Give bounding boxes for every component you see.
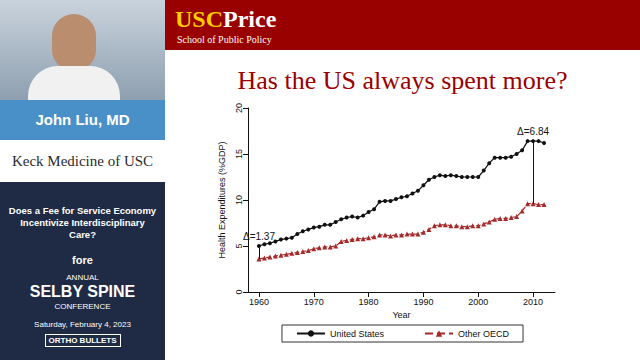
- html-text:ANNUAL: ANNUAL: [66, 273, 99, 282]
- svg-text:Has the US always spent more?: Has the US always spent more?: [238, 66, 568, 95]
- html-text:USC Price: USC Price: [175, 6, 277, 32]
- html-text:CONFERENCE: CONFERENCE: [54, 302, 111, 311]
- svg-text:Year: Year: [392, 310, 410, 320]
- html-text:School of Public Policy: School of Public Policy: [177, 34, 272, 45]
- svg-text:15: 15: [234, 149, 244, 159]
- svg-text:1990: 1990: [413, 297, 433, 307]
- svg-text:Other OECD: Other OECD: [458, 329, 510, 339]
- svg-text:0: 0: [234, 289, 244, 294]
- svg-text:Δ=1.37: Δ=1.37: [243, 231, 275, 242]
- svg-text:Δ=6.84: Δ=6.84: [517, 126, 549, 137]
- svg-text:1980: 1980: [359, 297, 379, 307]
- html-text:ORTHO BULLETS: ORTHO BULLETS: [48, 336, 117, 345]
- svg-text:1960: 1960: [249, 297, 269, 307]
- html-text:John Liu, MD: John Liu, MD: [35, 111, 130, 128]
- svg-text:2000: 2000: [468, 297, 488, 307]
- html-text:SELBY SPINE: SELBY SPINE: [29, 283, 136, 300]
- svg-text:20: 20: [234, 103, 244, 113]
- svg-text:10: 10: [234, 195, 244, 205]
- html-text:fore: fore: [72, 254, 93, 266]
- svg-text:2010: 2010: [523, 297, 543, 307]
- html-text:Does a Fee for Service Economy: Does a Fee for Service Economy Incentivi…: [8, 205, 157, 240]
- html-text:Keck Medicine of USC: Keck Medicine of USC: [11, 153, 154, 169]
- svg-text:1970: 1970: [304, 297, 324, 307]
- svg-text:Health Expenditures (%GDP): Health Expenditures (%GDP): [217, 141, 227, 258]
- svg-text:5: 5: [234, 243, 244, 248]
- svg-text:United States: United States: [330, 329, 385, 339]
- html-text:Saturday, February 4, 2023: Saturday, February 4, 2023: [34, 320, 131, 329]
